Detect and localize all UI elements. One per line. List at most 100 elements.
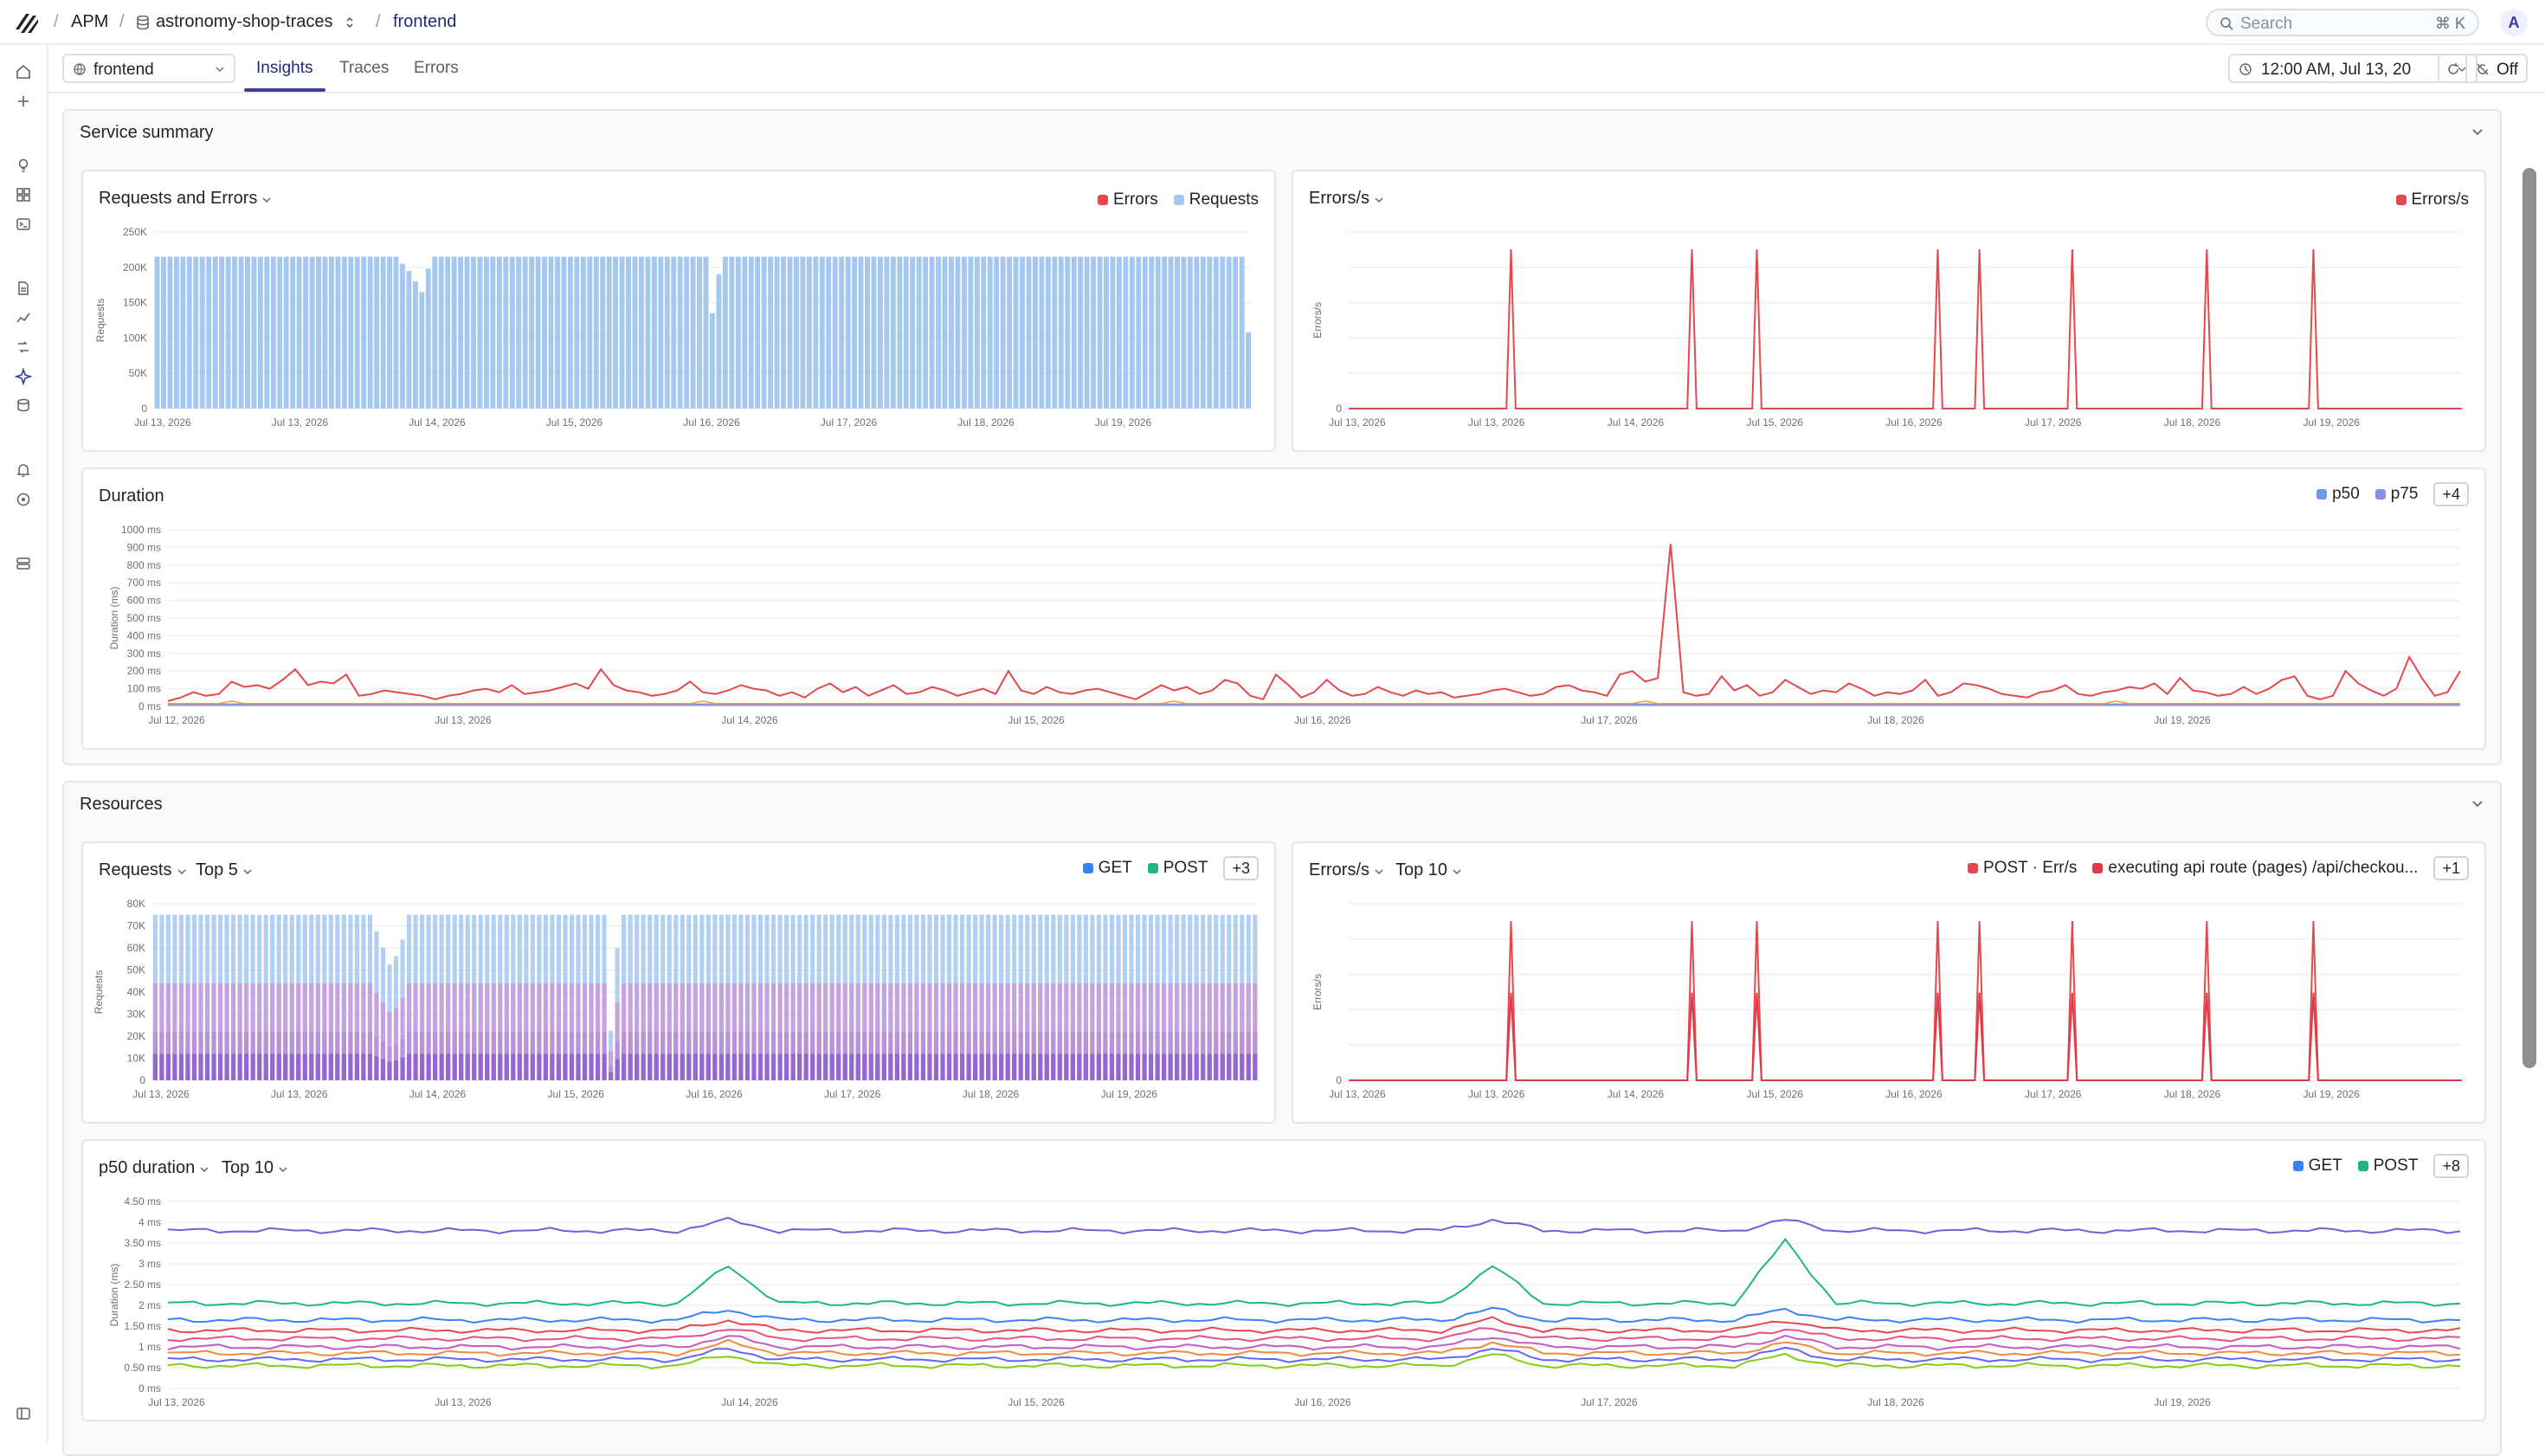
auto-refresh-button[interactable]: Off [2465,54,2528,83]
terminal-icon[interactable] [14,215,33,234]
requests-bar [961,256,967,409]
target-icon[interactable] [14,490,33,509]
legend-item[interactable]: GET [1082,859,1132,878]
chevron-down-icon[interactable] [2471,125,2484,139]
request-bar-s4 [524,1053,529,1080]
time-range-picker[interactable]: 12:00 AM, Jul 13, 20 [2228,54,2477,83]
requests-errors-chart[interactable]: 0 50K 100K 150K 200K 250K Requests Jul 13, 2026… [83,171,1278,454]
panel-title[interactable]: p50 duration [99,1158,209,1178]
search-placeholder: Search [2240,15,2293,33]
top-n-filter[interactable]: Top 10 [222,1158,287,1178]
scrollbar-thumb[interactable] [2522,168,2536,1068]
legend-item[interactable]: Errors [1097,190,1158,209]
storage-icon[interactable] [14,554,33,573]
requests-bar [787,256,793,409]
requests-bar [406,270,412,409]
requests-bar [341,256,347,409]
chevron-down-icon[interactable] [2471,796,2484,810]
y-tick-label: 100 ms [127,683,161,695]
legend-item[interactable]: executing api route (pages) /api/checkou… [2092,859,2418,878]
plus-icon[interactable] [14,92,33,111]
resource-errors-chart[interactable]: 0 Errors/s Jul 13, 2026 Jul 13, 2026 Jul 14,… [1293,843,2488,1125]
request-bar-s4 [777,1053,783,1080]
logo-icon[interactable] [14,10,40,35]
errors-series-line [1349,920,2462,1081]
panel-title[interactable]: Requests and Errors [99,189,271,209]
legend-more-button[interactable]: +4 [2433,482,2469,506]
route-errors-series-line [1349,992,2462,1081]
service-select[interactable]: frontend [62,54,235,83]
x-tick-label: Jul 14, 2026 [1608,416,1665,428]
y-tick-label: 1 ms [139,1341,161,1353]
sidebar-toggle-icon[interactable] [14,1404,33,1423]
chevron-updown-icon[interactable] [345,16,355,29]
apm-icon[interactable] [14,367,33,386]
tab-traces[interactable]: Traces [339,59,390,77]
panel-title[interactable]: Errors/s [1309,860,1383,880]
request-bar-s4 [1122,1053,1128,1080]
chevron-down-icon [177,869,185,874]
request-bar-s4 [673,1053,679,1080]
graph-icon[interactable] [14,308,33,327]
legend-item[interactable]: POST [2357,1156,2418,1176]
active-tab-indicator [244,88,325,92]
legend-item[interactable]: p75 [2374,485,2418,504]
x-tick-label: Jul 14, 2026 [1608,1088,1665,1100]
tab-errors[interactable]: Errors [414,59,459,77]
legend-item[interactable]: GET [2292,1156,2342,1176]
panel-title[interactable]: Requests [99,860,186,880]
request-bar-s4 [511,1053,516,1080]
requests-bar [167,256,173,409]
breadcrumb-dataset[interactable]: astronomy-shop-traces [156,12,333,31]
y-tick-label: 2 ms [139,1299,161,1311]
tab-insights[interactable]: Insights [256,59,313,77]
legend-more-button[interactable]: +8 [2433,1154,2469,1178]
service-select-value: frontend [93,61,154,79]
requests-bar [794,256,799,409]
resource-requests-chart[interactable]: 0 10K 20K 30K 40K 50K 60K 70K 80K Requests Jul 13,… [83,843,1278,1125]
y-tick-label: 0 [141,403,147,415]
refresh-button[interactable] [2438,54,2467,83]
search-input[interactable]: Search ⌘ K [2206,9,2479,36]
requests-bar [761,256,767,409]
bell-icon[interactable] [14,461,33,480]
database-stack-icon[interactable] [14,396,33,416]
legend-more-button[interactable]: +3 [1223,856,1259,880]
lightbulb-icon[interactable] [14,156,33,175]
top-n-filter[interactable]: Top 5 [196,860,252,880]
requests-bar [987,256,993,409]
flow-icon[interactable] [14,338,33,357]
legend-swatch [1147,863,1158,873]
home-icon[interactable] [14,62,33,81]
legend-item[interactable]: p50 [2316,485,2360,504]
x-tick-label: Jul 17, 2026 [821,416,878,428]
grid-icon[interactable] [14,185,33,204]
y-tick-label: 1.50 ms [124,1320,161,1332]
legend-item[interactable]: Requests [1173,190,1259,209]
errors-rate-chart[interactable]: 0 Errors/s Jul 13, 2026 Jul 13, 2026 Jul 14,… [1293,171,2488,454]
panel-title[interactable]: Errors/s [1309,189,1383,209]
legend-item[interactable]: POST · Err/s [1968,859,2077,878]
duration-chart[interactable]: 0 ms 100 ms 200 ms 300 ms 400 ms 500 ms 600 ms… [83,469,2488,751]
requests-bar [884,256,890,409]
request-bar-s4 [1155,1053,1160,1080]
document-icon[interactable] [14,279,33,298]
requests-bar [1142,256,1148,409]
requests-bar [522,256,528,409]
requests-bar [716,274,722,409]
top-n-filter[interactable]: Top 10 [1395,860,1461,880]
request-bar-s4 [257,1053,262,1080]
legend-more-button[interactable]: +1 [2433,856,2469,880]
requests-bar [1175,256,1180,409]
requests-bar [1168,256,1174,409]
p50-duration-chart[interactable]: 0 ms 0.50 ms 1 ms 1.50 ms 2 ms 2.50 ms 3 ms 3.5… [83,1141,2488,1423]
legend-item[interactable]: Errors/s [2395,190,2469,209]
breadcrumb-service[interactable]: frontend [393,12,457,31]
breadcrumb-apm[interactable]: APM [71,12,109,31]
requests-bar [806,256,812,409]
x-tick-label: Jul 13, 2026 [272,416,329,428]
request-bar-s4 [270,1053,275,1080]
y-tick-label: 70K [127,920,145,932]
avatar[interactable]: A [2500,9,2528,36]
legend-item[interactable]: POST [1147,859,1208,878]
